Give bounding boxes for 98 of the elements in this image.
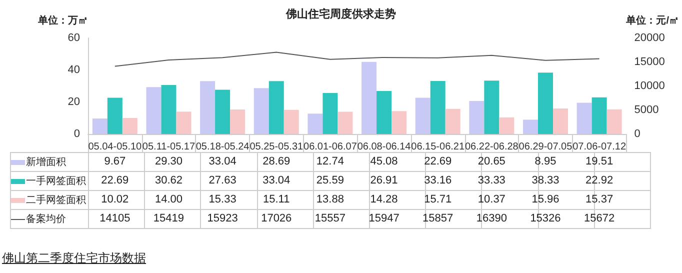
bar [576,102,592,134]
bar [538,72,553,134]
bar [376,90,392,134]
line-series [114,52,600,67]
data-label: 33.04 [262,174,290,186]
x-tick-label: 05.11-05.17 [142,142,196,152]
bar [445,108,460,134]
bar [107,98,122,134]
data-label: 27.63 [208,174,236,186]
x-tick-label: 06.29-07.05 [518,142,573,152]
data-label: 14.28 [370,194,398,206]
data-label: 19.51 [586,156,614,168]
x-tick-label: 06.22-06.28 [464,142,519,152]
x-tick-label: 06.01-06.07 [304,142,358,152]
y2-tick-label: 5000 [634,104,659,116]
data-label: 26.91 [370,174,398,186]
data-label: 22.69 [101,174,129,186]
data-label: 15419 [153,212,184,224]
data-label: 38.33 [532,174,560,186]
legend-label: 新增面积 [10,152,88,172]
y2-tick-label: 15000 [634,56,665,68]
data-label: 15.11 [263,194,290,206]
bar [146,87,162,134]
y-axis-title: 单位：万㎡ [37,14,88,26]
y-tick-label: 40 [68,64,80,76]
bar [522,120,538,134]
data-label: 15672 [584,212,615,224]
data-label: 13.88 [316,194,344,206]
bar [499,117,514,134]
data-label: 16390 [476,212,507,224]
data-label: 15.37 [586,194,614,206]
legend-label: 二手网签面积 [10,190,88,210]
data-label: 14.00 [154,194,182,206]
data-label: 15.71 [424,194,452,206]
text: 佛山第二季度住宅市场数据 [2,250,146,267]
bar [415,98,430,134]
x-tick-label: 05.18-05.24 [196,142,250,152]
data-label: 15857 [422,212,454,224]
y2-tick-label: 20000 [634,32,665,44]
data-label: 45.08 [370,156,398,168]
data-label: 33.04 [208,156,236,168]
data-label: 12.74 [316,156,344,168]
y2-axis-title: 单位：元/㎡ [625,14,680,26]
data-label: 33.33 [478,174,506,186]
bar [308,114,323,134]
data-label: 30.62 [154,174,182,186]
x-tick-label: 06.08-06.14 [357,142,412,152]
y-tick-label: 20 [68,96,80,108]
data-label: 15.33 [208,194,236,206]
legend-label: 一手网签面积 [10,172,88,190]
data-label: 28.69 [262,156,290,168]
y2-tick-label: 10000 [634,80,665,92]
data-label: 15.96 [532,194,560,206]
data-label: 10.37 [478,194,506,206]
bar [122,118,138,134]
data-label: 20.65 [478,156,506,168]
bar [92,118,108,134]
y2-tick-label: 0 [634,128,640,140]
bar [392,111,407,134]
bar [161,85,176,134]
bar [322,93,338,134]
data-label: 17026 [261,212,292,224]
bar [200,81,216,134]
data-label: 15923 [207,212,238,224]
bar [592,97,607,134]
bar [338,112,353,134]
data-label: 10.02 [101,194,129,206]
bar [230,109,246,134]
data-label: 22.69 [424,156,452,168]
bar [284,110,299,134]
data-label: 9.67 [104,156,126,168]
x-tick-label: 05.25-05.31 [250,142,304,152]
legend-label: 备案均价 [10,210,88,228]
x-tick-label: 05.04-05.10 [88,142,142,152]
data-label: 15557 [314,212,346,224]
data-label: 29.30 [154,156,182,168]
data-label: 25.59 [316,174,344,186]
bar [469,100,484,134]
data-label: 22.92 [586,174,614,186]
data-label: 15326 [530,212,561,224]
bar [606,109,622,134]
bar [268,81,284,134]
bar [484,80,500,134]
bar [552,108,568,134]
bar [176,112,192,134]
x-tick-label: 07.06-07.12 [572,142,626,152]
chart-title: 佛山住宅周度供求走势 [285,8,396,20]
y-tick-label: 0 [74,128,80,140]
data-label: 14105 [100,212,130,224]
x-tick-label: 06.15-06.21 [411,142,465,152]
bar [362,62,377,134]
bar [430,80,446,134]
y-tick-label: 60 [68,32,80,44]
bar [254,88,269,134]
data-label: 8.95 [534,156,556,168]
data-label: 15947 [368,212,400,224]
bar [215,90,230,134]
data-label: 33.16 [424,174,452,186]
